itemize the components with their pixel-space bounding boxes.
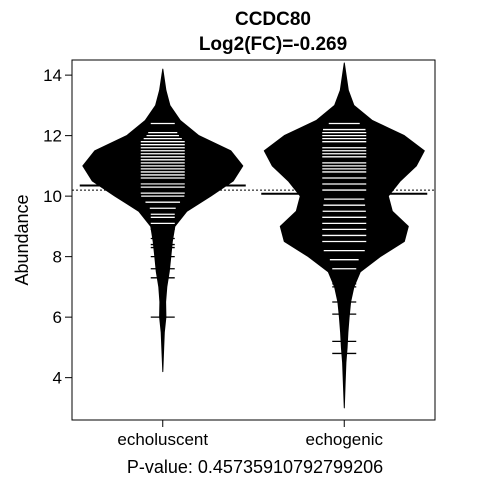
y-tick-label: 12 xyxy=(43,127,62,146)
y-tick-label: 4 xyxy=(53,369,62,388)
bean-echoluscent xyxy=(82,68,244,373)
x-tick-label-echogenic: echogenic xyxy=(305,430,383,449)
x-axis-label: P-value: 0.45735910792799206 xyxy=(127,457,383,477)
x-tick-label-echoluscent: echoluscent xyxy=(117,430,208,449)
y-tick-label: 14 xyxy=(43,66,62,85)
y-tick-label: 10 xyxy=(43,187,62,206)
y-axis-label: Abundance xyxy=(12,194,32,285)
plot-area: 4 6 8 10 12 14 echoluscent echogenic xyxy=(43,59,436,449)
chart-title: CCDC80 xyxy=(235,9,311,30)
y-tick-label: 6 xyxy=(53,308,62,327)
chart-subtitle: Log2(FC)=-0.269 xyxy=(199,34,347,55)
y-tick-label: 8 xyxy=(53,248,62,267)
